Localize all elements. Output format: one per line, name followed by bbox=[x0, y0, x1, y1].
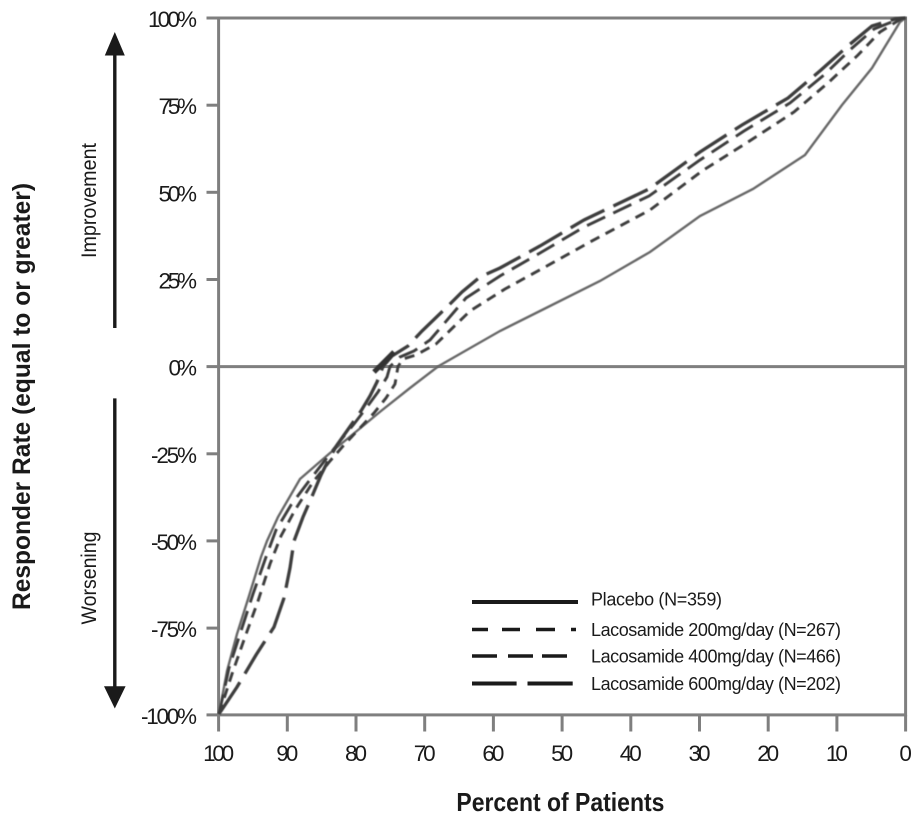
svg-text:10: 10 bbox=[826, 741, 848, 766]
svg-text:0%: 0% bbox=[169, 356, 198, 381]
svg-text:100%: 100% bbox=[148, 7, 197, 32]
svg-text:Lacosamide 200mg/day (N=267): Lacosamide 200mg/day (N=267) bbox=[591, 620, 841, 640]
svg-text:70: 70 bbox=[414, 741, 436, 766]
svg-text:Improvement: Improvement bbox=[78, 143, 101, 258]
svg-text:60: 60 bbox=[482, 741, 504, 766]
svg-text:20: 20 bbox=[757, 741, 779, 766]
svg-text:90: 90 bbox=[276, 741, 298, 766]
svg-text:0: 0 bbox=[899, 741, 912, 766]
svg-text:Percent of Patients: Percent of Patients bbox=[456, 787, 664, 817]
svg-text:-75%: -75% bbox=[151, 617, 197, 642]
svg-text:Placebo (N=359): Placebo (N=359) bbox=[591, 590, 722, 610]
svg-text:50%: 50% bbox=[159, 181, 198, 206]
svg-text:50: 50 bbox=[551, 741, 573, 766]
svg-text:80: 80 bbox=[345, 741, 367, 766]
svg-text:100: 100 bbox=[203, 741, 234, 766]
svg-text:40: 40 bbox=[620, 741, 642, 766]
svg-text:-25%: -25% bbox=[151, 443, 197, 468]
svg-text:-100%: -100% bbox=[141, 704, 197, 729]
svg-text:-50%: -50% bbox=[151, 530, 197, 555]
svg-text:Lacosamide 600mg/day (N=202): Lacosamide 600mg/day (N=202) bbox=[591, 674, 841, 694]
svg-text:30: 30 bbox=[689, 741, 711, 766]
svg-text:25%: 25% bbox=[159, 269, 198, 294]
svg-text:Worsening: Worsening bbox=[78, 532, 101, 625]
svg-text:75%: 75% bbox=[159, 94, 198, 119]
svg-text:Responder Rate (equal to or gr: Responder Rate (equal to or greater) bbox=[8, 183, 36, 610]
svg-text:Lacosamide 400mg/day (N=466): Lacosamide 400mg/day (N=466) bbox=[591, 647, 841, 667]
